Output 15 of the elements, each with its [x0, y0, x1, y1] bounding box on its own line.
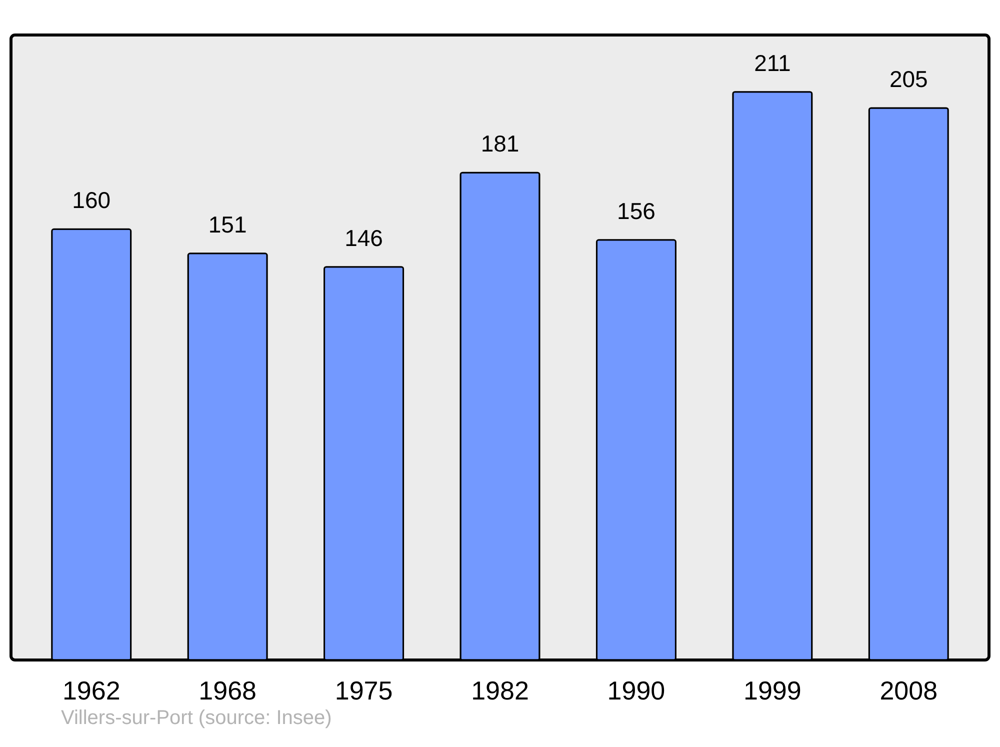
- data-label: 181: [480, 130, 520, 157]
- x-tick-label: 1982: [471, 676, 529, 706]
- data-label: 205: [889, 66, 928, 92]
- x-tick-label: 1975: [334, 676, 393, 706]
- x-tick-label: 1990: [607, 676, 666, 706]
- x-tick-label: 1968: [198, 676, 256, 706]
- text: Villers-sur-Port (source: Insee): [61, 707, 332, 729]
- data-label: 146: [344, 224, 383, 251]
- x-tick-label: 1999: [744, 676, 802, 706]
- x-tick-label: 2008: [880, 676, 938, 706]
- x-tick-label: 1962: [62, 676, 120, 706]
- data-label: 211: [754, 50, 791, 76]
- data-label: 156: [617, 198, 656, 224]
- data-label: 151: [208, 211, 247, 238]
- data-label: 160: [72, 187, 111, 214]
